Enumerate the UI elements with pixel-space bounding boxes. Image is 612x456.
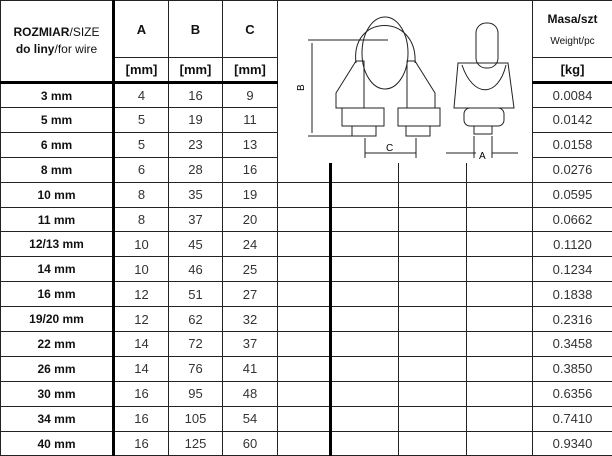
size-cell: 22 mm	[1, 332, 114, 357]
size-cell: 34 mm	[1, 406, 114, 431]
c-cell: 48	[223, 381, 278, 406]
b-cell: 62	[169, 307, 223, 332]
a-cell: 12	[114, 307, 169, 332]
a-cell: 5	[114, 108, 169, 133]
weight-cell: 0.6356	[533, 381, 612, 406]
size-cell: 26 mm	[1, 356, 114, 381]
size-cell: 5 mm	[1, 108, 114, 133]
size-cell: 3 mm	[1, 83, 114, 108]
col-a-unit: [mm]	[114, 58, 169, 83]
weight-cell: 0.1838	[533, 282, 612, 307]
weight-cell: 0.3458	[533, 332, 612, 357]
weight-cell: 0.1234	[533, 257, 612, 282]
c-cell: 9	[223, 83, 278, 108]
c-cell: 16	[223, 157, 278, 182]
c-cell: 37	[223, 332, 278, 357]
b-cell: 37	[169, 207, 223, 232]
a-cell: 8	[114, 182, 169, 207]
col-a-header: A	[114, 1, 169, 58]
a-cell: 16	[114, 406, 169, 431]
col-c-header: C	[223, 1, 278, 58]
c-cell: 13	[223, 132, 278, 157]
size-cell: 8 mm	[1, 157, 114, 182]
dimension-b-label: B	[296, 84, 307, 91]
wire-clip-diagram: B C A	[278, 3, 532, 163]
b-cell: 125	[169, 431, 223, 456]
a-cell: 16	[114, 381, 169, 406]
b-cell: 28	[169, 157, 223, 182]
weight-cell: 0.9340	[533, 431, 612, 456]
b-cell: 19	[169, 108, 223, 133]
a-cell: 10	[114, 257, 169, 282]
weight-unit: [kg]	[533, 58, 612, 83]
a-cell: 16	[114, 431, 169, 456]
a-cell: 4	[114, 83, 169, 108]
b-cell: 95	[169, 381, 223, 406]
b-cell: 35	[169, 182, 223, 207]
b-cell: 46	[169, 257, 223, 282]
dimension-a-label: A	[479, 151, 486, 162]
size-cell: 11 mm	[1, 207, 114, 232]
b-cell: 16	[169, 83, 223, 108]
c-cell: 25	[223, 257, 278, 282]
b-cell: 45	[169, 232, 223, 257]
c-cell: 19	[223, 182, 278, 207]
weight-cell: 0.0084	[533, 83, 612, 108]
a-cell: 8	[114, 207, 169, 232]
weight-cell: 0.0158	[533, 132, 612, 157]
weight-cell: 0.1120	[533, 232, 612, 257]
b-cell: 105	[169, 406, 223, 431]
size-cell: 19/20 mm	[1, 307, 114, 332]
c-cell: 20	[223, 207, 278, 232]
dimension-c-label: C	[386, 143, 393, 154]
size-cell: 12/13 mm	[1, 232, 114, 257]
b-cell: 72	[169, 332, 223, 357]
weight-cell: 0.0276	[533, 157, 612, 182]
a-cell: 10	[114, 232, 169, 257]
b-cell: 51	[169, 282, 223, 307]
col-c-unit: [mm]	[223, 58, 278, 83]
weight-cell: 0.2316	[533, 307, 612, 332]
col-b-unit: [mm]	[169, 58, 223, 83]
weight-cell: 0.0662	[533, 207, 612, 232]
weight-cell: 0.3850	[533, 356, 612, 381]
col-b-header: B	[169, 1, 223, 58]
size-cell: 10 mm	[1, 182, 114, 207]
c-cell: 24	[223, 232, 278, 257]
size-cell: 30 mm	[1, 381, 114, 406]
a-cell: 14	[114, 332, 169, 357]
size-cell: 40 mm	[1, 431, 114, 456]
a-cell: 14	[114, 356, 169, 381]
size-cell: 14 mm	[1, 257, 114, 282]
c-cell: 27	[223, 282, 278, 307]
weight-cell: 0.0142	[533, 108, 612, 133]
c-cell: 54	[223, 406, 278, 431]
weight-cell: 0.7410	[533, 406, 612, 431]
a-cell: 12	[114, 282, 169, 307]
c-cell: 11	[223, 108, 278, 133]
b-cell: 76	[169, 356, 223, 381]
weight-cell: 0.0595	[533, 182, 612, 207]
a-cell: 5	[114, 132, 169, 157]
c-cell: 60	[223, 431, 278, 456]
size-header: ROZMIAR/SIZE do liny/for wire	[1, 1, 114, 83]
size-cell: 16 mm	[1, 282, 114, 307]
c-cell: 32	[223, 307, 278, 332]
size-cell: 6 mm	[1, 132, 114, 157]
c-cell: 41	[223, 356, 278, 381]
b-cell: 23	[169, 132, 223, 157]
a-cell: 6	[114, 157, 169, 182]
